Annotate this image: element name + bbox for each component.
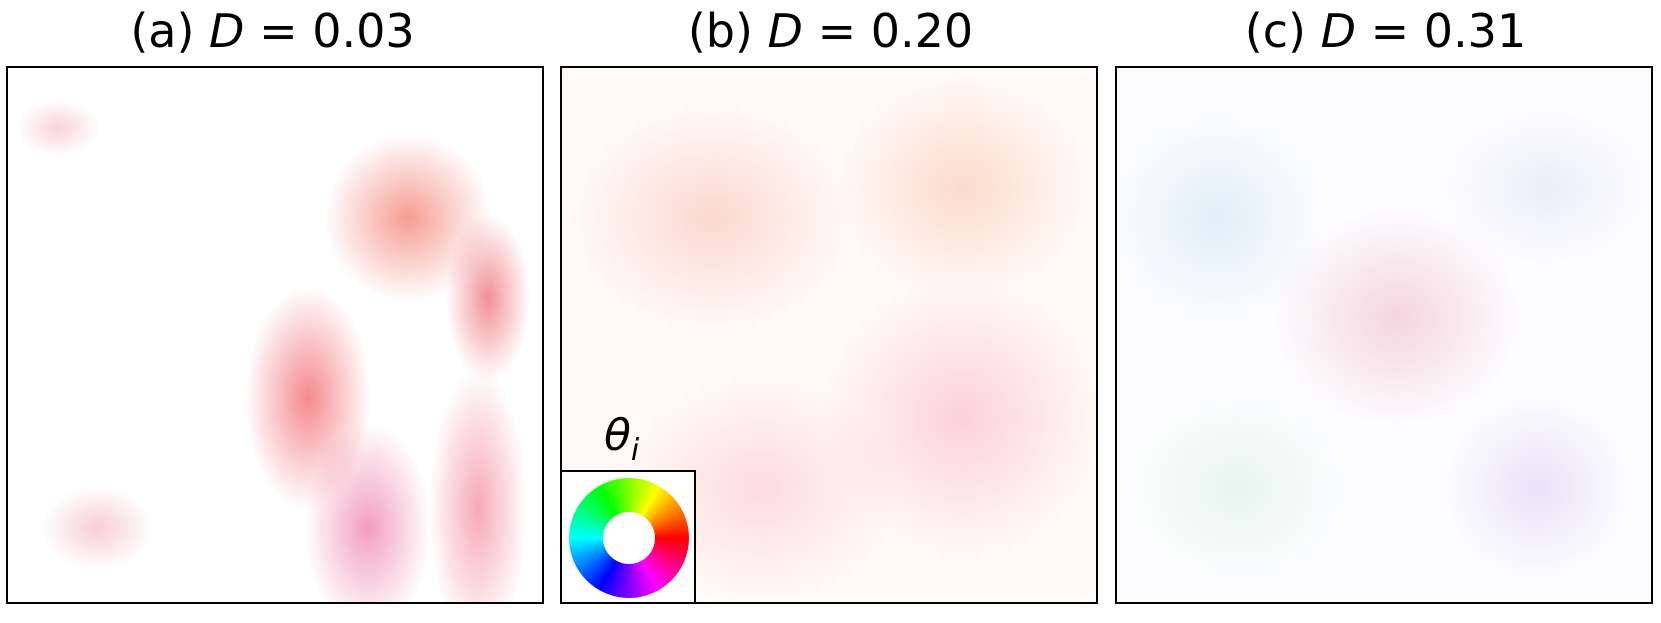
- value: 0.03: [312, 4, 415, 58]
- color-wheel-hole: [603, 512, 655, 564]
- symbol: D: [209, 4, 245, 58]
- panel-label: (c): [1244, 4, 1306, 58]
- inset-label: θi: [604, 410, 639, 468]
- snapshot: [1115, 66, 1653, 604]
- symbol: D: [1320, 4, 1356, 58]
- color-wheel-inset: [560, 470, 696, 604]
- inset-subscript: i: [630, 432, 640, 468]
- panel-title: (b) D = 0.20: [558, 4, 1103, 58]
- panel-title: (a) D = 0.03: [0, 4, 545, 58]
- inset-symbol: θ: [604, 410, 631, 461]
- value: 0.31: [1423, 4, 1527, 58]
- relation: =: [1370, 4, 1410, 58]
- value: 0.20: [870, 4, 974, 58]
- panel-label: (b): [687, 4, 753, 58]
- snapshot: [6, 66, 544, 604]
- relation: =: [259, 4, 298, 58]
- relation: =: [817, 4, 857, 58]
- panel-title: (c) D = 0.31: [1113, 4, 1658, 58]
- panel-label: (a): [130, 4, 195, 58]
- symbol: D: [767, 4, 803, 58]
